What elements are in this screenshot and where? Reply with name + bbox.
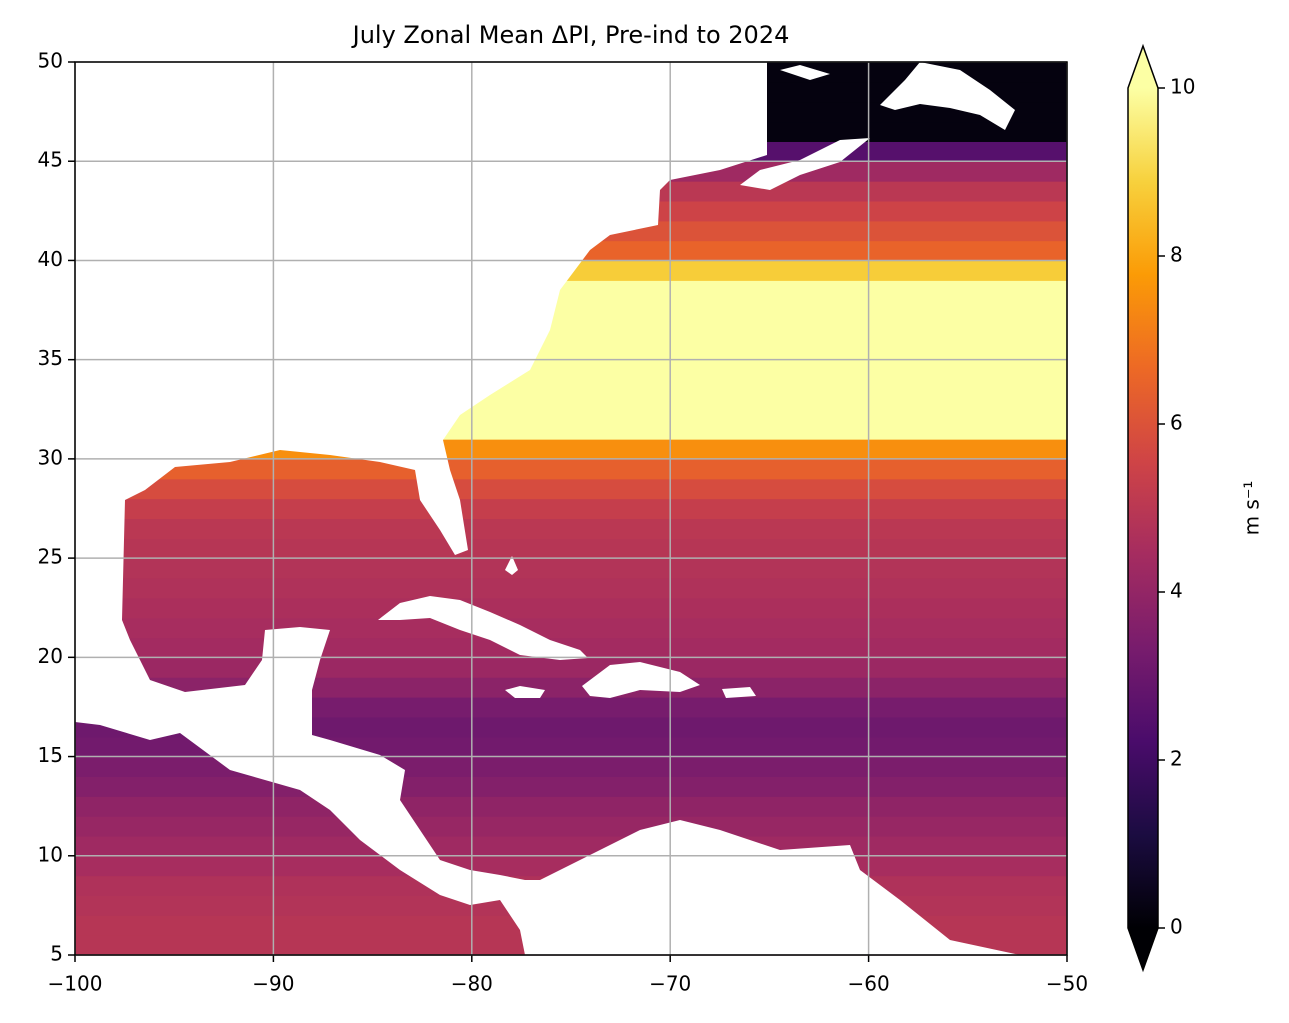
lat-band [75, 458, 1067, 480]
island-bahamas [505, 556, 518, 575]
y-tick-label: 20 [38, 644, 63, 668]
y-tick-label: 50 [38, 49, 63, 73]
lat-band [75, 478, 1067, 500]
y-tick-label: 15 [38, 743, 63, 767]
lat-band [75, 617, 1067, 639]
colorbar-extend-bottom [1128, 928, 1158, 970]
axes: −100 −90 −80 −70 −60 −50 5 10 15 20 25 30 35 40 45 50 [38, 49, 1089, 996]
lat-band [75, 796, 1067, 817]
lat-band [75, 597, 1067, 619]
colorbar-tick-label: 2 [1170, 747, 1183, 771]
x-tick-label: −80 [451, 972, 493, 996]
x-tick-label: −60 [847, 972, 889, 996]
lat-band [75, 657, 1067, 678]
lat-band [75, 518, 1067, 539]
y-tick-label: 10 [38, 842, 63, 866]
y-tick-label: 5 [50, 942, 63, 966]
colorbar: 0 2 4 6 8 10 [1127, 43, 1195, 973]
land-nova-scotia [740, 138, 870, 190]
x-tick-label: −50 [1046, 972, 1088, 996]
chart-title: July Zonal Mean ΔPI, Pre-ind to 2024 [351, 21, 790, 49]
y-tick-label: 40 [38, 247, 63, 271]
lat-band [75, 697, 1067, 718]
lat-band [75, 816, 1067, 837]
colorbar-label: m s⁻¹ [1240, 481, 1264, 536]
lat-band [75, 498, 1067, 520]
lat-band [75, 677, 1067, 698]
colorbar-tick-label: 0 [1170, 915, 1183, 939]
lat-band [75, 835, 1067, 857]
colorbar-tick-label: 6 [1170, 411, 1183, 435]
x-tick-label: −70 [649, 972, 691, 996]
lat-band [75, 577, 1067, 599]
lat-band [75, 716, 1067, 738]
x-tick-label: −90 [252, 972, 294, 996]
colorbar-gradient [1128, 88, 1158, 928]
colorbar-tick-label: 10 [1170, 75, 1195, 99]
land-mainland [75, 62, 1020, 955]
lat-band [75, 558, 1067, 579]
y-tick-label: 45 [38, 148, 63, 172]
island-cuba [378, 596, 588, 660]
x-tick-label: −100 [48, 972, 103, 996]
colorbar-tick-label: 8 [1170, 243, 1183, 267]
lat-band [75, 776, 1067, 797]
colorbar-tick-label: 4 [1170, 579, 1183, 603]
y-tick-label: 25 [38, 545, 63, 569]
plot-frame [74, 61, 1068, 956]
land [75, 62, 1020, 955]
land-pei [780, 65, 830, 80]
y-tick-label: 35 [38, 346, 63, 370]
lat-band [75, 538, 1067, 559]
colorbar-extend-top [1128, 46, 1158, 88]
y-tick-label: 30 [38, 445, 63, 469]
island-newfoundland [880, 62, 1015, 130]
island-puerto-rico [722, 687, 756, 698]
island-jamaica [505, 686, 545, 698]
